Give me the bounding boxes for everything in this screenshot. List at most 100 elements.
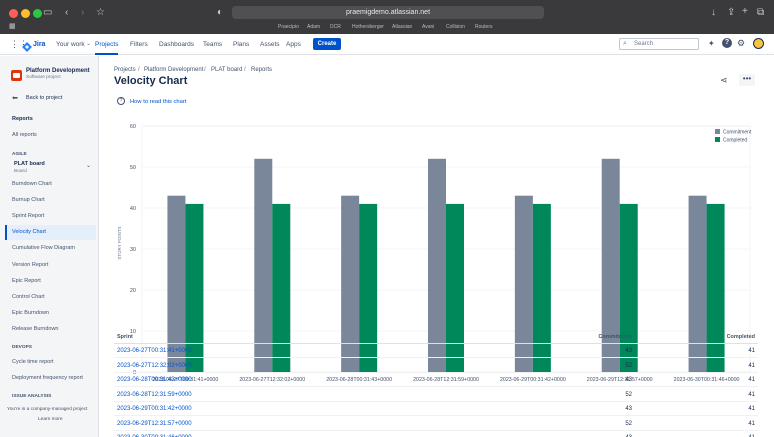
chevron-down-icon[interactable]: ⌄ (86, 163, 92, 169)
sprint-link[interactable]: 2023-06-27T12:32:02+0000 (117, 362, 192, 369)
sidebar-item-version-report[interactable]: Version Report (12, 262, 49, 268)
star-icon[interactable]: ☆ (96, 7, 105, 18)
reports-heading: Reports (12, 116, 33, 122)
jira-brand[interactable]: Jira (33, 41, 46, 48)
table-header-commitment: Commitment (598, 334, 632, 340)
bookmark-item[interactable]: DCR (330, 24, 341, 30)
sidebar-item-burndown-chart[interactable]: Burndown Chart (12, 181, 52, 187)
breadcrumb-projects[interactable]: Projects (114, 67, 136, 73)
project-name[interactable]: Platform Development (26, 68, 90, 74)
breadcrumb-reports[interactable]: Reports (251, 67, 273, 73)
sprint-link[interactable]: 2023-06-28T00:31:43+0000 (117, 377, 192, 383)
nav-apps[interactable]: Apps (286, 41, 301, 48)
board-selector[interactable]: PLAT board (14, 161, 45, 167)
bookmark-item[interactable]: Routers (475, 24, 493, 30)
search-input[interactable]: ⌕ Search (619, 38, 699, 50)
download-icon[interactable]: ↓ (711, 7, 716, 18)
legend-commitment-swatch (715, 129, 720, 134)
bookmark-item[interactable]: Avani (422, 24, 435, 30)
notifications-icon[interactable]: ✦ (708, 39, 715, 48)
jira-logo-icon[interactable] (22, 39, 32, 52)
bookmark-item[interactable]: Collision (446, 24, 465, 30)
sidebar-item-release-burndown[interactable]: Release Burndown (12, 326, 59, 332)
help-icon[interactable]: ? (722, 38, 732, 48)
completed-bar (446, 203, 464, 372)
nav-dashboards[interactable]: Dashboards (159, 41, 195, 48)
chevron-down-icon[interactable]: ⌄ (86, 41, 92, 47)
sidebar-item-epic-burndown[interactable]: Epic Burndown (12, 310, 49, 316)
sprint-link[interactable]: 2023-06-30T00:31:46+0000 (117, 431, 192, 437)
y-tick-label: 60 (130, 124, 136, 130)
sidebar-toggle-icon[interactable]: ▭ (43, 7, 53, 18)
nav-projects[interactable]: Projects (95, 34, 119, 55)
user-avatar[interactable] (753, 38, 764, 49)
back-arrow-icon: ⬅ (12, 95, 18, 102)
sprint-link[interactable]: 2023-06-27T00:31:41+0000 (117, 348, 192, 354)
privacy-shield-icon[interactable]: ◐ (217, 7, 224, 18)
table-row: 2023-06-29T00:31:42+0000 43 41 (114, 402, 758, 416)
table-row: 2023-06-27T12:32:02+0000 52 41 (114, 359, 758, 373)
sidebar-item-cumulative-flow[interactable]: Cumulative Flow Diagram (12, 245, 75, 251)
table-row: 2023-06-28T00:31:43+0000 43 41 (114, 373, 758, 387)
commitment-bar (254, 158, 273, 372)
nav-assets[interactable]: Assets (260, 41, 280, 48)
back-to-project-link[interactable]: Back to project (26, 95, 63, 101)
forward-arrow-icon[interactable]: › (81, 7, 85, 18)
new-tab-icon[interactable]: + (742, 6, 748, 17)
sidebar-item-deployment-frequency[interactable]: Deployment frequency report (12, 375, 83, 381)
create-button[interactable]: Create (313, 38, 341, 50)
nav-your-work[interactable]: Your work (56, 41, 85, 48)
table-row: 2023-06-28T12:31:59+0000 52 41 (114, 388, 758, 402)
sidebar-item-burnup-chart[interactable]: Burnup Chart (12, 197, 45, 203)
table-row: 2023-06-30T00:31:46+0000 43 41 (114, 431, 758, 437)
completed-bar (272, 203, 291, 372)
bookmark-item[interactable]: Praecipio (278, 24, 299, 30)
address-bar[interactable]: praemigdemo.atlassian.net (232, 6, 544, 19)
learn-more-link[interactable]: Learn more (38, 417, 63, 422)
share-icon[interactable]: ⋖ (720, 75, 728, 85)
bookmark-item[interactable]: Atlassian (392, 24, 413, 30)
all-reports-link[interactable]: All reports (12, 132, 37, 138)
zoom-window-button[interactable] (33, 9, 42, 18)
nav-teams[interactable]: Teams (203, 41, 223, 48)
commitment-cell: 43 (625, 431, 632, 437)
sidebar-item-cycle-time[interactable]: Cycle time report (12, 359, 54, 365)
commitment-cell: 52 (625, 362, 632, 369)
bookmark-item[interactable]: Hothersberger (352, 24, 384, 30)
x-tick-label: 2023-06-27T00:31:41+0000 (153, 377, 219, 383)
completed-cell: 41 (748, 431, 755, 437)
sidebar-item-epic-report[interactable]: Epic Report (12, 278, 41, 284)
breadcrumb-board[interactable]: PLAT board (211, 67, 243, 73)
completed-cell: 41 (748, 391, 755, 398)
nav-filters[interactable]: Filters (130, 41, 148, 48)
commitment-bar (167, 195, 186, 372)
tab-overview-icon[interactable]: ⧉ (757, 7, 765, 18)
address-url: praemigdemo.atlassian.net (345, 9, 431, 16)
sprint-link[interactable]: 2023-06-29T00:31:42+0000 (117, 406, 192, 412)
share-icon[interactable]: ⇪ (727, 7, 736, 18)
grid-icon[interactable]: ▦ (9, 23, 16, 30)
back-arrow-icon[interactable]: ‹ (65, 7, 69, 18)
table-row: 2023-06-29T12:31:57+0000 52 41 (114, 417, 758, 431)
sidebar-item-velocity-chart[interactable]: Velocity Chart (12, 229, 46, 235)
completed-bar (359, 203, 378, 372)
close-window-button[interactable] (9, 9, 18, 18)
legend-commitment-label: Commitment (723, 130, 752, 136)
breadcrumb-project[interactable]: Platform Development (144, 67, 204, 73)
sprint-link[interactable]: 2023-06-29T12:31:57+0000 (117, 420, 192, 427)
x-tick-label: 2023-06-29T00:31:42+0000 (500, 377, 566, 383)
sidebar-item-control-chart[interactable]: Control Chart (12, 294, 45, 300)
bookmark-item[interactable]: Adam (307, 24, 321, 30)
minimize-window-button[interactable] (21, 9, 30, 18)
nav-plans[interactable]: Plans (233, 41, 250, 48)
completed-bar (619, 203, 638, 372)
sprint-link[interactable]: 2023-06-28T12:31:59+0000 (117, 391, 192, 398)
app-switcher-icon[interactable]: ⋮⋮ (10, 39, 28, 49)
x-tick-label: 2023-06-28T12:31:59+0000 (413, 377, 479, 383)
x-tick-label: 2023-06-28T00:31:43+0000 (326, 377, 392, 383)
how-to-read-link[interactable]: How to read this chart (130, 99, 187, 105)
more-actions-button[interactable]: ••• (739, 74, 755, 86)
sidebar-item-sprint-report[interactable]: Sprint Report (12, 213, 45, 219)
settings-gear-icon[interactable]: ⚙ (737, 38, 746, 48)
